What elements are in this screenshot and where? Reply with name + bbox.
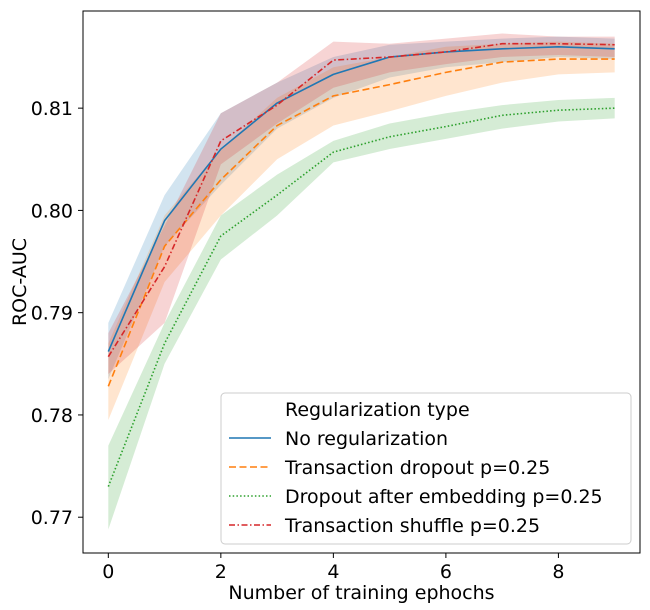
line-no-regularization (107, 45, 615, 352)
band-no-regularization (108, 36, 615, 380)
y-tick-label: 0.81 (31, 98, 73, 120)
line-transaction-shuffle-p-0-25 (107, 42, 615, 358)
x-axis: 0 2 4 6 8 (102, 553, 564, 583)
y-tick-label: 0.77 (31, 507, 73, 529)
x-tick-label: 8 (552, 561, 564, 583)
series-lines (107, 42, 615, 487)
x-tick-label: 0 (102, 561, 114, 583)
x-tick-label: 4 (327, 561, 339, 583)
legend-label-transaction-shuffle-p-0-25: Transaction shuffle p=0.25 (284, 515, 540, 537)
y-tick-label: 0.78 (31, 405, 73, 427)
confidence-bands (108, 33, 615, 530)
band-transaction-shuffle-p-0-25 (108, 33, 615, 375)
band-dropout-after-embedding-p-0-25 (108, 97, 615, 530)
legend-label-dropout-after-embedding-p-0-25: Dropout after embedding p=0.25 (285, 486, 603, 508)
y-tick-label: 0.80 (31, 200, 73, 222)
legend-items: No regularization Transaction dropout p=0… (229, 428, 603, 537)
legend: Regularization type No regularization Tra… (220, 392, 632, 545)
y-axis-label: ROC-AUC (9, 238, 31, 326)
plot-frame (82, 10, 641, 554)
line-dropout-after-embedding-p-0-25 (107, 107, 615, 487)
legend-box (220, 392, 632, 545)
legend-title: Regularization type (285, 399, 470, 421)
x-tick-label: 6 (440, 561, 452, 583)
y-axis: 0.77 0.78 0.79 0.80 0.81 (31, 98, 83, 529)
band-transaction-dropout-p-0-25 (108, 41, 615, 421)
x-axis-label: Number of training ephochs (228, 582, 494, 604)
y-tick-label: 0.79 (31, 303, 73, 325)
x-tick-label: 2 (215, 561, 227, 583)
legend-label-transaction-dropout-p-0-25: Transaction dropout p=0.25 (284, 457, 550, 479)
legend-label-no-regularization: No regularization (285, 428, 448, 450)
line-transaction-dropout-p-0-25 (107, 58, 615, 387)
